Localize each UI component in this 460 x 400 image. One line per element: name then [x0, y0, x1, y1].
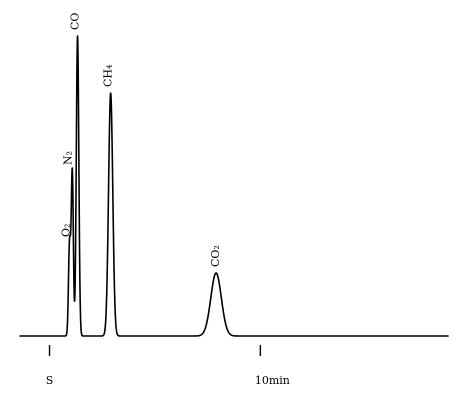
tick-layer: S 10min — [46, 345, 290, 387]
peak-label-n2: N₂ — [61, 151, 74, 165]
peak-label-co2: CO₂ — [209, 245, 222, 267]
peak-label-o2: O₂ — [60, 224, 73, 237]
peak-label-layer: O₂ N₂ CO CH₄ CO₂ — [60, 13, 223, 267]
x-tick-label-s: S — [46, 374, 54, 387]
x-tick-label-10min: 10min — [255, 374, 290, 387]
peak-label-co: CO — [69, 13, 82, 30]
trace-layer — [19, 35, 449, 337]
chromatogram-trace — [19, 35, 449, 337]
peak-label-ch4: CH₄ — [102, 64, 115, 87]
